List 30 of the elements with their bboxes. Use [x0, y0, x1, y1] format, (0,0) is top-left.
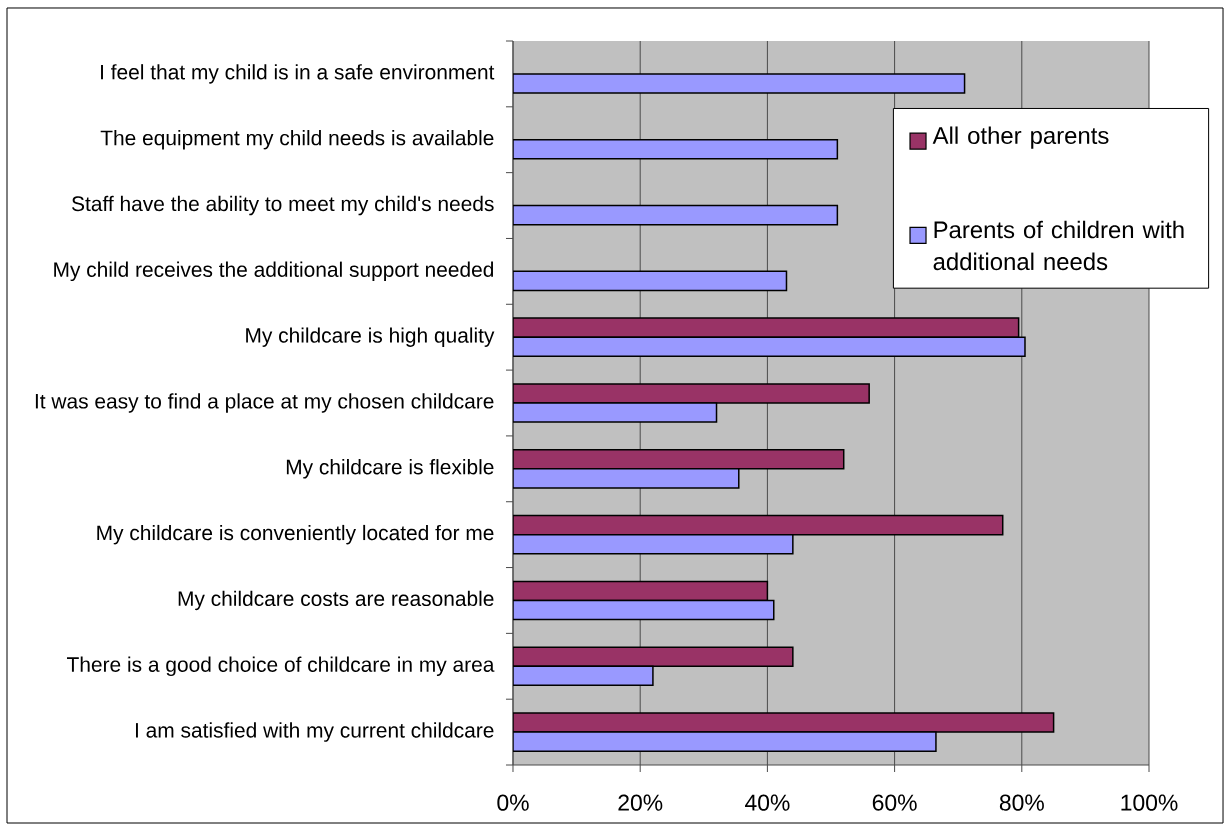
bar: [513, 533, 794, 555]
y-tick-label: I feel that my child is in a safe environment: [101, 64, 495, 84]
bar: [513, 336, 1026, 358]
y-tick-label: My childcare is conveniently located for me: [97, 524, 494, 545]
y-tick-label: It was easy to find a place at my chosen childcare: [35, 393, 494, 413]
y-tick-label: Staff have the ability to meet my child's needs: [72, 195, 494, 216]
x-tick-label: 20%: [618, 794, 663, 811]
y-tick-label: I am satisfied with my current childcare: [135, 722, 494, 742]
x-tick-label: 100%: [1121, 794, 1178, 811]
y-tick-label: My childcare costs are reasonable: [178, 590, 494, 611]
x-tick-label: 80%: [999, 794, 1044, 811]
bar: [513, 270, 788, 292]
y-tick-label: My childcare is high quality: [246, 327, 495, 347]
y-tick-label: My childcare is flexible: [286, 459, 494, 479]
bar: [513, 138, 839, 160]
bar: [513, 204, 839, 226]
bar: [513, 514, 1004, 536]
x-tick-label: 60%: [872, 794, 917, 811]
y-tick-label: My child receives the additional support needed: [54, 261, 494, 282]
legend-label: Parents of children with additional needs: [933, 220, 1184, 271]
y-tick-label: The equipment my child needs is available: [100, 129, 494, 150]
y-tick-label: There is a good choice of childcare in my area: [66, 656, 495, 677]
bar: [513, 665, 654, 687]
bar: [513, 599, 775, 621]
x-tick-label: 40%: [745, 794, 790, 811]
bar: [513, 580, 769, 602]
bar: [513, 448, 845, 470]
legend-label: All other parents: [932, 126, 1109, 149]
x-tick-label: 0%: [497, 794, 529, 811]
bar: [513, 646, 794, 668]
